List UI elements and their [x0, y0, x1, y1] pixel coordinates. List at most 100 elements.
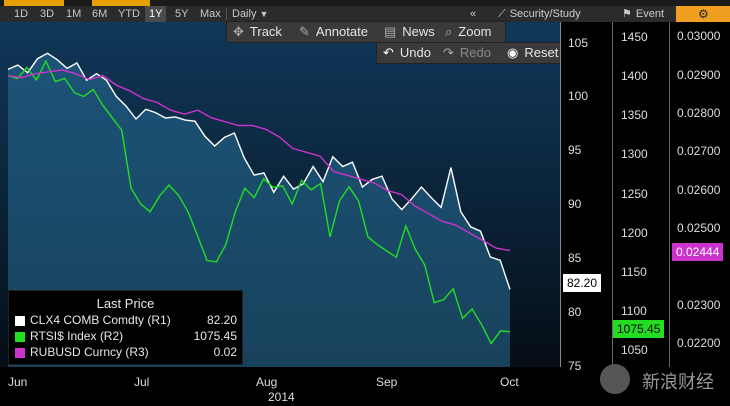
r1-area-fill [8, 53, 510, 367]
security-tab-marker-2[interactable] [92, 0, 150, 6]
news-icon: ▤ [384, 24, 397, 39]
r3-tick-label: 0.02300 [677, 297, 721, 312]
watermark-text: 新浪财经 [642, 372, 714, 393]
history-menu: ↶ Undo ↷ Redo ◉ Reset [376, 42, 562, 64]
legend-item[interactable]: RUBUSD Curncy (R3) 0.02 [15, 345, 237, 361]
x-axis: Jun Jul Aug Sep Oct 2014 [0, 370, 560, 406]
period-toolbar: 1D 3D 1M 6M YTD 1Y 5Y Max Daily ▼ « ⟋ Sec… [0, 6, 730, 23]
zoom-button[interactable]: ⌕ Zoom [445, 22, 492, 42]
r1-tick-label: 100 [568, 89, 589, 104]
period-1m-button[interactable]: 1M [66, 8, 82, 20]
legend-item[interactable]: CLX4 COMB Comdty (R1) 82.20 [15, 313, 237, 329]
r2-last-value-badge: 1075.45 [613, 320, 665, 338]
r1-tick-label: 85 [568, 251, 582, 266]
r1-tick-label: 95 [568, 143, 582, 158]
security-tab-marker[interactable] [4, 0, 64, 6]
redo-icon: ↷ [443, 45, 454, 60]
r2-tick-label: 1100 [621, 304, 647, 319]
event-label: Event [635, 8, 665, 20]
reset-icon: ◉ [507, 45, 519, 60]
r2-tick-label: 1400 [621, 68, 648, 83]
series-line-1[interactable] [7, 52, 511, 290]
r2-tick-label: 1200 [621, 225, 648, 240]
options-button[interactable]: ⚙ [676, 6, 730, 22]
legend-name: CLX4 COMB Comdty (R1) [30, 313, 171, 327]
period-6m-button[interactable]: 6M [92, 8, 108, 20]
legend-name: RTSI$ Index (R2) [30, 329, 124, 343]
r3-last-value-badge: 0.02444 [672, 243, 724, 261]
series-line-3[interactable] [7, 69, 511, 252]
legend: Last Price CLX4 COMB Comdty (R1) 82.20 R… [8, 290, 243, 365]
redo-button[interactable]: ↷ Redo [443, 43, 491, 63]
settings-icon: ⚙ [698, 7, 709, 21]
series-line-2[interactable] [7, 59, 511, 345]
right-axis-r1 [560, 22, 613, 367]
chart-tools-menu: ✥ Track ✎ Annotate ▤ News ⌕ Zoom [226, 21, 506, 43]
r3-tick-label: 0.02900 [677, 67, 721, 82]
redo-label: Redo [459, 45, 491, 60]
r3-tick-label: 0.02800 [677, 106, 721, 120]
zoom-label: Zoom [458, 24, 492, 39]
r3-tick-label: 0.02500 [677, 221, 721, 235]
watermark-emblem-icon [600, 364, 630, 394]
legend-value: 1075.45 [193, 329, 237, 343]
top-strip [0, 0, 730, 6]
r2-tick-label: 1150 [621, 264, 647, 279]
r1-tick-label: 90 [568, 197, 582, 212]
event-button[interactable]: ⚑ Event [622, 6, 664, 22]
undo-icon: ↶ [383, 45, 394, 60]
period-1y-button[interactable]: 1Y [145, 6, 167, 22]
track-label: Track [249, 24, 282, 39]
frequency-label: Daily [232, 8, 257, 20]
legend-name: RUBUSD Curncy (R3) [30, 345, 149, 359]
watermark-logo: 新浪财经 [598, 360, 730, 406]
r1-last-value-badge: 82.20 [563, 274, 602, 292]
x-label-jun: Jun [8, 375, 28, 389]
legend-swatch [15, 348, 25, 358]
r2-tick-label: 1300 [621, 147, 648, 162]
reset-button[interactable]: ◉ Reset [507, 43, 558, 63]
x-label-jul: Jul [134, 375, 150, 389]
chart-line-icon: ⟋ [498, 8, 506, 20]
annotate-label: Annotate [315, 24, 368, 39]
legend-item[interactable]: RTSI$ Index (R2) 1075.45 [15, 329, 237, 345]
security-study-button[interactable]: ⟋ Security/Study [498, 6, 581, 22]
reset-label: Reset [524, 45, 559, 60]
r3-tick-label: 0.02200 [677, 336, 721, 350]
r2-tick-label: 1250 [621, 186, 648, 201]
news-button[interactable]: ▤ News [384, 22, 435, 42]
pencil-icon: ✎ [299, 24, 310, 39]
period-ytd-button[interactable]: YTD [118, 8, 140, 20]
undo-label: Undo [399, 45, 431, 60]
frequency-dropdown[interactable]: Daily ▼ [228, 6, 272, 22]
x-label-aug: Aug [256, 375, 278, 389]
right-axis-r3 [669, 22, 730, 367]
r3-tick-label: 0.02600 [677, 182, 721, 197]
toolbar-divider [226, 8, 227, 20]
r3-tick-label: 0.03000 [677, 29, 721, 44]
r1-tick-label: 105 [568, 35, 589, 50]
r3-tick-label: 0.02700 [677, 144, 721, 159]
undo-button[interactable]: ↶ Undo [383, 43, 431, 63]
news-label: News [402, 24, 435, 39]
price-chart[interactable] [0, 22, 560, 367]
period-5y-button[interactable]: 5Y [175, 8, 189, 20]
collapse-icon[interactable]: « [470, 8, 477, 20]
x-label-oct: Oct [500, 375, 519, 389]
period-1d-button[interactable]: 1D [14, 8, 29, 20]
r2-tick-label: 1450 [621, 29, 648, 44]
period-3d-button[interactable]: 3D [40, 8, 55, 20]
annotate-button[interactable]: ✎ Annotate [299, 22, 368, 42]
legend-title: Last Price [96, 296, 155, 311]
legend-swatch [15, 316, 25, 326]
x-label-year: 2014 [268, 390, 295, 404]
r2-tick-label: 1350 [621, 108, 648, 123]
security-study-label: Security/Study [509, 8, 581, 20]
period-max-button[interactable]: Max [200, 8, 221, 20]
right-axis-r2 [612, 22, 670, 367]
crosshair-icon: ✥ [233, 24, 244, 39]
r1-tick-label: 75 [568, 359, 582, 373]
search-icon: ⌕ [445, 24, 453, 39]
r1-tick-label: 80 [568, 305, 582, 320]
track-button[interactable]: ✥ Track [233, 22, 282, 42]
